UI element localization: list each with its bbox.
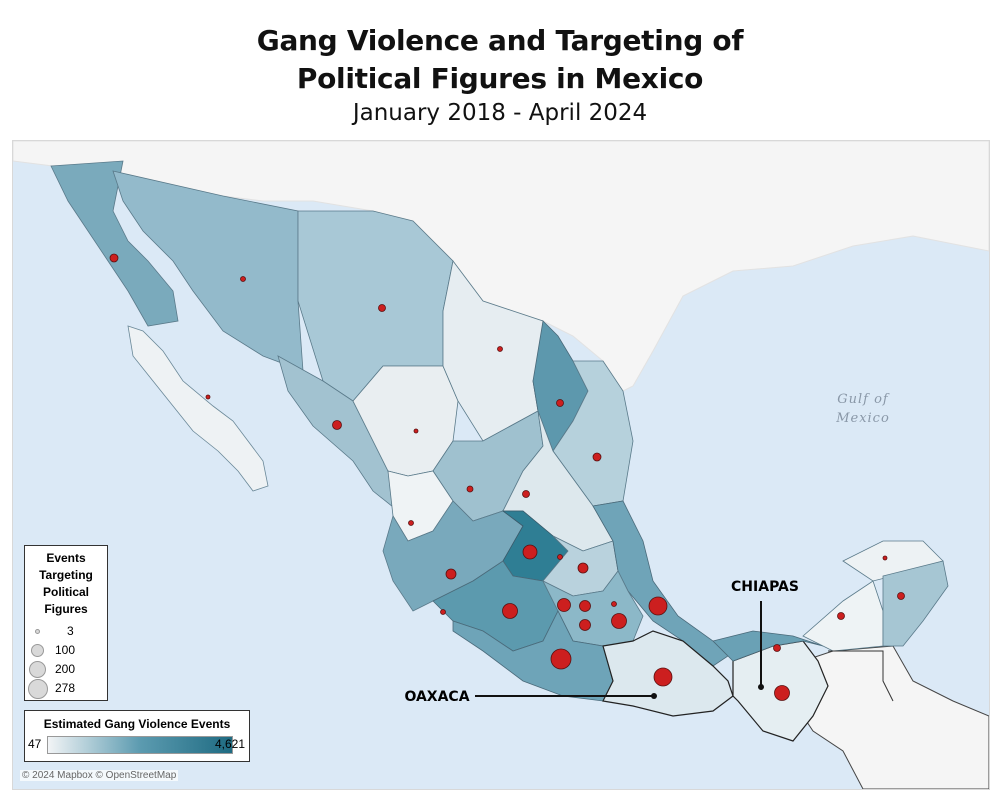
size-circle-200: [29, 661, 46, 678]
marker-tlaxcala[interactable]: [611, 601, 617, 607]
events-legend: Events Targeting Political Figures 3 100…: [24, 545, 108, 701]
baja-california-sur: [127, 325, 269, 492]
marker-tabasco[interactable]: [773, 644, 781, 652]
violence-color-scale: [47, 736, 233, 754]
marker-nuevo-leon[interactable]: [556, 399, 564, 407]
map-attribution[interactable]: © 2024 Mapbox © OpenStreetMap: [20, 770, 179, 781]
size-value-278: 278: [55, 681, 76, 695]
title-line-1: Gang Violence and Targeting of: [256, 24, 744, 57]
size-circle-100: [31, 644, 44, 657]
title-line-2: Political Figures in Mexico: [296, 62, 704, 95]
marker-campeche[interactable]: [837, 612, 845, 620]
events-legend-title-1: Events: [46, 551, 86, 565]
marker-veracruz[interactable]: [648, 596, 668, 616]
events-legend-title-4: Figures: [44, 602, 88, 616]
marker-zacatecas[interactable]: [466, 485, 474, 493]
oaxaca-callout-dot: [651, 693, 657, 699]
map-svg: Gulf of Mexico: [13, 141, 989, 789]
size-value-200: 200: [55, 662, 76, 676]
oaxaca-label: OAXACA: [404, 689, 469, 705]
marker-tamaulipas[interactable]: [592, 452, 602, 462]
marker-mexico-state[interactable]: [557, 598, 571, 612]
event-markers: [109, 253, 905, 701]
marker-baja-sur[interactable]: [205, 394, 211, 400]
marker-cdmx[interactable]: [579, 600, 591, 612]
gulf-label-1: Gulf of: [837, 392, 890, 407]
violence-legend-title: Estimated Gang Violence Events: [43, 717, 231, 731]
violence-legend-min: 47: [28, 737, 42, 751]
size-value-3: 3: [67, 624, 74, 638]
marker-queretaro[interactable]: [557, 554, 563, 560]
marker-guerrero[interactable]: [550, 648, 572, 670]
marker-hidalgo[interactable]: [577, 562, 589, 574]
marker-oaxaca[interactable]: [653, 667, 673, 687]
baja-california: [50, 160, 179, 327]
events-legend-title-3: Political: [42, 585, 89, 599]
quintana-roo: [882, 560, 949, 647]
marker-sonora[interactable]: [240, 276, 246, 282]
tabasco: [712, 630, 824, 662]
size-circle-278: [28, 679, 48, 699]
map-canvas[interactable]: Gulf of Mexico: [12, 140, 990, 790]
events-legend-title: Events Targeting Political Figures: [25, 550, 107, 618]
marker-michoacan[interactable]: [502, 603, 518, 619]
central-america-land: [792, 645, 989, 789]
guatemala-border: [828, 650, 894, 702]
events-legend-title-2: Targeting: [39, 568, 93, 582]
size-circle-3: [35, 629, 40, 634]
marker-morelos[interactable]: [579, 619, 591, 631]
marker-guanajuato[interactable]: [522, 544, 538, 560]
chiapas-callout-dot: [758, 684, 764, 690]
marker-jalisco[interactable]: [445, 568, 457, 580]
violence-legend: Estimated Gang Violence Events 47 4,621: [24, 710, 250, 762]
marker-chihuahua[interactable]: [378, 304, 386, 312]
marker-baja-california[interactable]: [109, 253, 119, 263]
size-value-100: 100: [55, 643, 76, 657]
marker-colima[interactable]: [440, 609, 446, 615]
gulf-label-2: Mexico: [835, 411, 890, 426]
violence-legend-max: 4,621: [214, 737, 245, 751]
sonora: [112, 170, 304, 372]
marker-puebla[interactable]: [611, 613, 627, 629]
legend-size-100: 100: [25, 642, 107, 660]
legend-size-200: 200: [25, 661, 107, 679]
marker-durango[interactable]: [413, 428, 419, 434]
legend-size-278: 278: [25, 679, 107, 699]
marker-sinaloa[interactable]: [332, 420, 342, 430]
chiapas-label: CHIAPAS: [731, 579, 799, 595]
legend-size-3: 3: [25, 623, 107, 641]
marker-chiapas[interactable]: [774, 685, 790, 701]
marker-quintana-roo[interactable]: [897, 592, 905, 600]
marker-nayarit[interactable]: [408, 520, 414, 526]
map-subtitle: January 2018 - April 2024: [352, 100, 648, 126]
map-title: Gang Violence and Targeting of Political…: [0, 22, 1000, 98]
marker-coahuila[interactable]: [497, 346, 503, 352]
marker-yucatan[interactable]: [882, 555, 888, 561]
marker-slp[interactable]: [522, 490, 530, 498]
